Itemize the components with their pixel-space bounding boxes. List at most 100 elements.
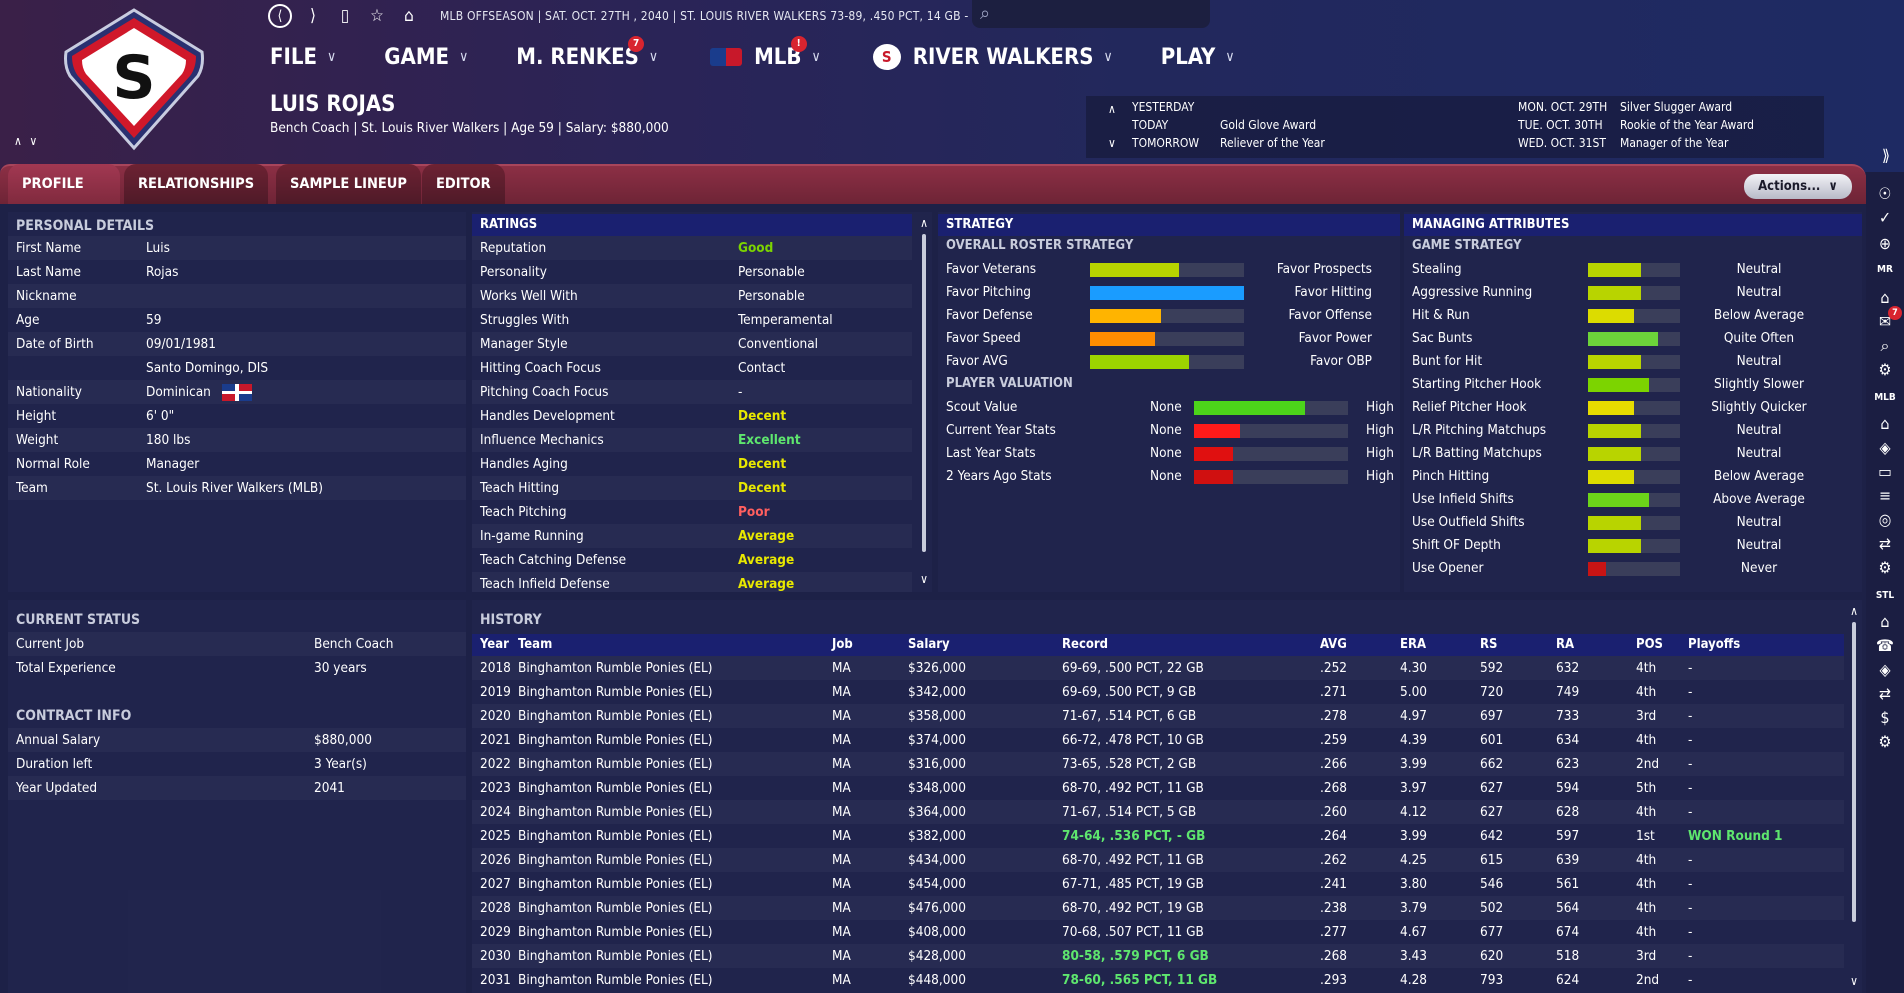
check-icon[interactable]: ✓ <box>1878 208 1892 227</box>
phone-icon[interactable]: ▯ <box>340 6 350 26</box>
baseball-icon[interactable]: ◎ <box>1878 510 1892 529</box>
column-header[interactable]: Salary <box>908 637 950 652</box>
scrollbar[interactable] <box>922 234 926 552</box>
event-upcoming[interactable]: Manager of the Year <box>1620 136 1729 150</box>
game-strategy-row[interactable]: Aggressive Running Neutral <box>1404 281 1862 304</box>
column-header[interactable]: ERA <box>1400 637 1427 652</box>
game-strategy-row[interactable]: L/R Batting Matchups Neutral <box>1404 442 1862 465</box>
card-icon[interactable]: ▭ <box>1878 462 1892 481</box>
stats-icon[interactable]: ≡ <box>1878 486 1892 505</box>
table-row[interactable]: 2029 Binghamton Rumble Ponies (EL) MA $408,… <box>472 920 1844 944</box>
game-strategy-row[interactable]: Use Opener Never <box>1404 557 1862 580</box>
team-logo[interactable]: S <box>58 6 210 154</box>
valuation-row[interactable]: Current Year Stats None High <box>938 419 1400 442</box>
column-header[interactable]: Job <box>832 637 853 652</box>
game-strategy-row[interactable]: L/R Pitching Matchups Neutral <box>1404 419 1862 442</box>
roster-strategy-row[interactable]: Favor Pitching Favor Hitting <box>938 281 1400 304</box>
expand-icon[interactable]: ⟫ <box>1881 145 1890 165</box>
attribute-slider[interactable] <box>1588 401 1680 415</box>
tab-editor[interactable]: EDITOR <box>422 164 505 204</box>
globe-icon[interactable]: ⊕ <box>1878 234 1892 253</box>
attribute-slider[interactable] <box>1588 355 1680 369</box>
gear-icon[interactable]: ⚙ <box>1878 360 1892 379</box>
search-icon[interactable]: ⌕ <box>1880 336 1890 355</box>
valuation-row[interactable]: 2 Years Ago Stats None High <box>938 465 1400 488</box>
table-row[interactable]: 2023 Binghamton Rumble Ponies (EL) MA $348,… <box>472 776 1844 800</box>
tab-profile[interactable]: PROFILE <box>8 164 120 204</box>
strategy-slider[interactable] <box>1090 263 1244 277</box>
home-icon[interactable]: ⌂ <box>1880 612 1890 631</box>
mail-icon[interactable]: ✉ <box>1878 312 1892 331</box>
strategy-slider[interactable] <box>1090 286 1244 300</box>
nav-m-renkes[interactable]: M. RENKES ∨ 7 <box>516 35 658 70</box>
attribute-slider[interactable] <box>1588 332 1680 346</box>
valuation-slider[interactable] <box>1194 424 1348 438</box>
scroll-up-icon[interactable]: ∧ <box>920 216 928 230</box>
home-icon[interactable]: ⌂ <box>1880 414 1890 433</box>
event-upcoming[interactable]: Rookie of the Year Award <box>1620 118 1755 132</box>
home-icon[interactable]: ⌂ <box>1880 288 1890 307</box>
table-row[interactable]: 2028 Binghamton Rumble Ponies (EL) MA $476,… <box>472 896 1844 920</box>
attribute-slider[interactable] <box>1588 493 1680 507</box>
attribute-slider[interactable] <box>1588 516 1680 530</box>
home-icon[interactable]: ⌂ <box>404 6 414 26</box>
event-today[interactable]: Gold Glove Award <box>1220 118 1317 132</box>
table-row[interactable]: 2027 Binghamton Rumble Ponies (EL) MA $454,… <box>472 872 1844 896</box>
column-header[interactable]: Team <box>518 637 553 652</box>
forward-icon[interactable]: ⟩ <box>310 6 316 26</box>
column-header[interactable]: RS <box>1480 637 1498 652</box>
roster-strategy-row[interactable]: Favor Defense Favor Offense <box>938 304 1400 327</box>
strategy-slider[interactable] <box>1090 309 1244 323</box>
tab-sample-lineup[interactable]: SAMPLE LINEUP <box>276 164 421 204</box>
location-icon[interactable]: ◈ <box>1879 438 1891 457</box>
scrollbar[interactable] <box>1852 622 1856 922</box>
attribute-slider[interactable] <box>1588 424 1680 438</box>
nav-mlb[interactable]: MLB ∨! <box>710 35 821 70</box>
logo-arrows[interactable]: ∧ ∨ <box>14 134 40 148</box>
trade-icon[interactable]: ⇄ <box>1878 684 1892 703</box>
table-row[interactable]: 2021 Binghamton Rumble Ponies (EL) MA $374,… <box>472 728 1844 752</box>
table-row[interactable]: 2031 Binghamton Rumble Ponies (EL) MA $448,… <box>472 968 1844 992</box>
detail-value[interactable]: St. Louis River Walkers (MLB) <box>146 480 323 496</box>
up-arrow-icon[interactable]: ∧ <box>1108 102 1116 116</box>
attribute-slider[interactable] <box>1588 562 1680 576</box>
event-upcoming[interactable]: Silver Slugger Award <box>1620 100 1733 114</box>
nav-file[interactable]: FILE ∨ <box>270 45 336 70</box>
star-icon[interactable]: ☆ <box>370 6 384 26</box>
gear-icon[interactable]: ⚙ <box>1878 558 1892 577</box>
table-row[interactable]: 2026 Binghamton Rumble Ponies (EL) MA $434,… <box>472 848 1844 872</box>
trade-icon[interactable]: ⇄ <box>1878 534 1892 553</box>
game-strategy-row[interactable]: Pinch Hitting Below Average <box>1404 465 1862 488</box>
valuation-row[interactable]: Last Year Stats None High <box>938 442 1400 465</box>
table-row[interactable]: 2019 Binghamton Rumble Ponies (EL) MA $342,… <box>472 680 1844 704</box>
roster-strategy-row[interactable]: Favor AVG Favor OBP <box>938 350 1400 373</box>
valuation-slider[interactable] <box>1194 447 1348 461</box>
attribute-slider[interactable] <box>1588 309 1680 323</box>
strategy-slider[interactable] <box>1090 332 1244 346</box>
scroll-down-icon[interactable]: ∨ <box>1850 974 1858 988</box>
valuation-row[interactable]: Scout Value None High <box>938 396 1400 419</box>
attribute-slider[interactable] <box>1588 378 1680 392</box>
game-strategy-row[interactable]: Stealing Neutral <box>1404 258 1862 281</box>
attribute-slider[interactable] <box>1588 470 1680 484</box>
roster-strategy-row[interactable]: Favor Veterans Favor Prospects <box>938 258 1400 281</box>
valuation-slider[interactable] <box>1194 401 1348 415</box>
dollar-icon[interactable]: $ <box>1880 708 1890 727</box>
column-header[interactable]: Record <box>1062 637 1109 652</box>
game-strategy-row[interactable]: Bunt for Hit Neutral <box>1404 350 1862 373</box>
phone-icon[interactable]: ☎ <box>1876 636 1894 655</box>
attribute-slider[interactable] <box>1588 286 1680 300</box>
column-header[interactable]: Year <box>480 637 509 652</box>
lightbulb-icon[interactable]: ☉ <box>1878 184 1892 203</box>
game-strategy-row[interactable]: Shift OF Depth Neutral <box>1404 534 1862 557</box>
game-strategy-row[interactable]: Starting Pitcher Hook Slightly Slower <box>1404 373 1862 396</box>
game-strategy-row[interactable]: Use Infield Shifts Above Average <box>1404 488 1862 511</box>
scroll-down-icon[interactable]: ∨ <box>920 572 928 586</box>
table-row[interactable]: 2022 Binghamton Rumble Ponies (EL) MA $316,… <box>472 752 1844 776</box>
roster-strategy-row[interactable]: Favor Speed Favor Power <box>938 327 1400 350</box>
table-row[interactable]: 2030 Binghamton Rumble Ponies (EL) MA $428,… <box>472 944 1844 968</box>
gear-icon[interactable]: ⚙ <box>1878 732 1892 751</box>
game-strategy-row[interactable]: Hit & Run Below Average <box>1404 304 1862 327</box>
column-header[interactable]: RA <box>1556 637 1575 652</box>
column-header[interactable]: POS <box>1636 637 1663 652</box>
